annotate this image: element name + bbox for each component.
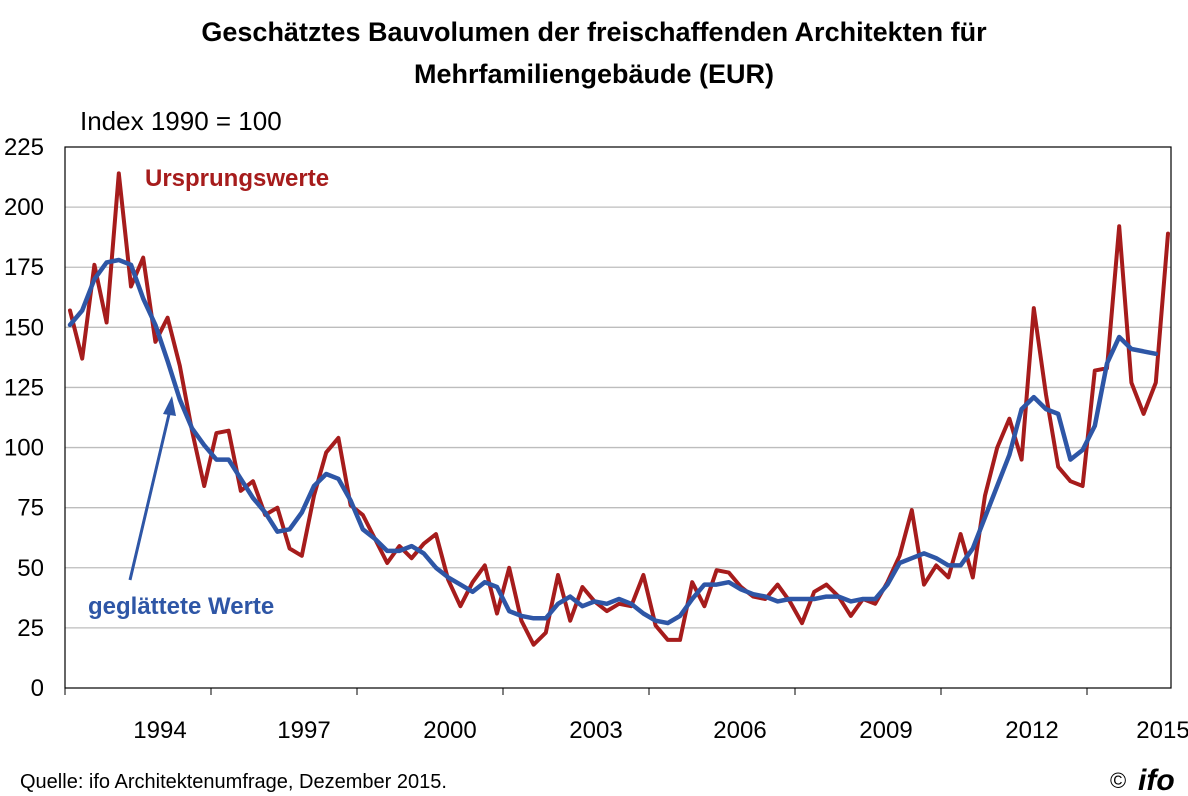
x-axis-ticks: 1994 1997 2000 2003 2006 2009 2012 2015 [64, 688, 1188, 744]
y-tick-label: 175 [4, 254, 44, 281]
chart-title-line-2: Mehrfamiliengebäude (EUR) [414, 59, 774, 89]
ifo-logo: ifo [1138, 764, 1175, 796]
y-tick-label: 0 [31, 675, 44, 702]
copyright-symbol: © [1110, 768, 1126, 793]
x-tick-label: 2009 [859, 717, 912, 744]
series-line-ursprungswerte [68, 171, 1170, 647]
y-tick-label: 75 [17, 495, 44, 522]
y-tick-label: 50 [17, 555, 44, 582]
gridlines [65, 206, 1171, 629]
chart-subtitle: Index 1990 = 100 [80, 106, 282, 136]
annotation-ursprungswerte: Ursprungswerte [145, 165, 329, 192]
y-tick-label: 100 [4, 435, 44, 462]
x-tick-label: 2006 [713, 717, 766, 744]
x-tick-label: 2012 [1005, 717, 1058, 744]
x-tick-label: 2015 [1136, 717, 1188, 744]
y-tick-label: 225 [4, 134, 44, 161]
x-tick-label: 1994 [133, 717, 186, 744]
source-note: Quelle: ifo Architektenumfrage, Dezember… [20, 771, 447, 793]
y-axis-ticks: 0 25 50 75 100 125 150 175 200 225 [4, 134, 44, 702]
chart-title-line-1: Geschätztes Bauvolumen der freischaffend… [201, 17, 987, 47]
annotation-geglaettete-werte: geglättete Werte [88, 593, 274, 620]
series-line-geglaettete-werte [67, 257, 1159, 626]
y-tick-label: 200 [4, 194, 44, 221]
series-lines [67, 171, 1170, 647]
annotation-arrow [128, 396, 176, 581]
x-tick-label: 2003 [569, 717, 622, 744]
y-tick-label: 150 [4, 314, 44, 341]
x-tick-label: 1997 [277, 717, 330, 744]
plot-area-frame [64, 146, 1172, 689]
x-tick-label: 2000 [423, 717, 476, 744]
y-tick-label: 25 [17, 615, 44, 642]
y-tick-label: 125 [4, 374, 44, 401]
